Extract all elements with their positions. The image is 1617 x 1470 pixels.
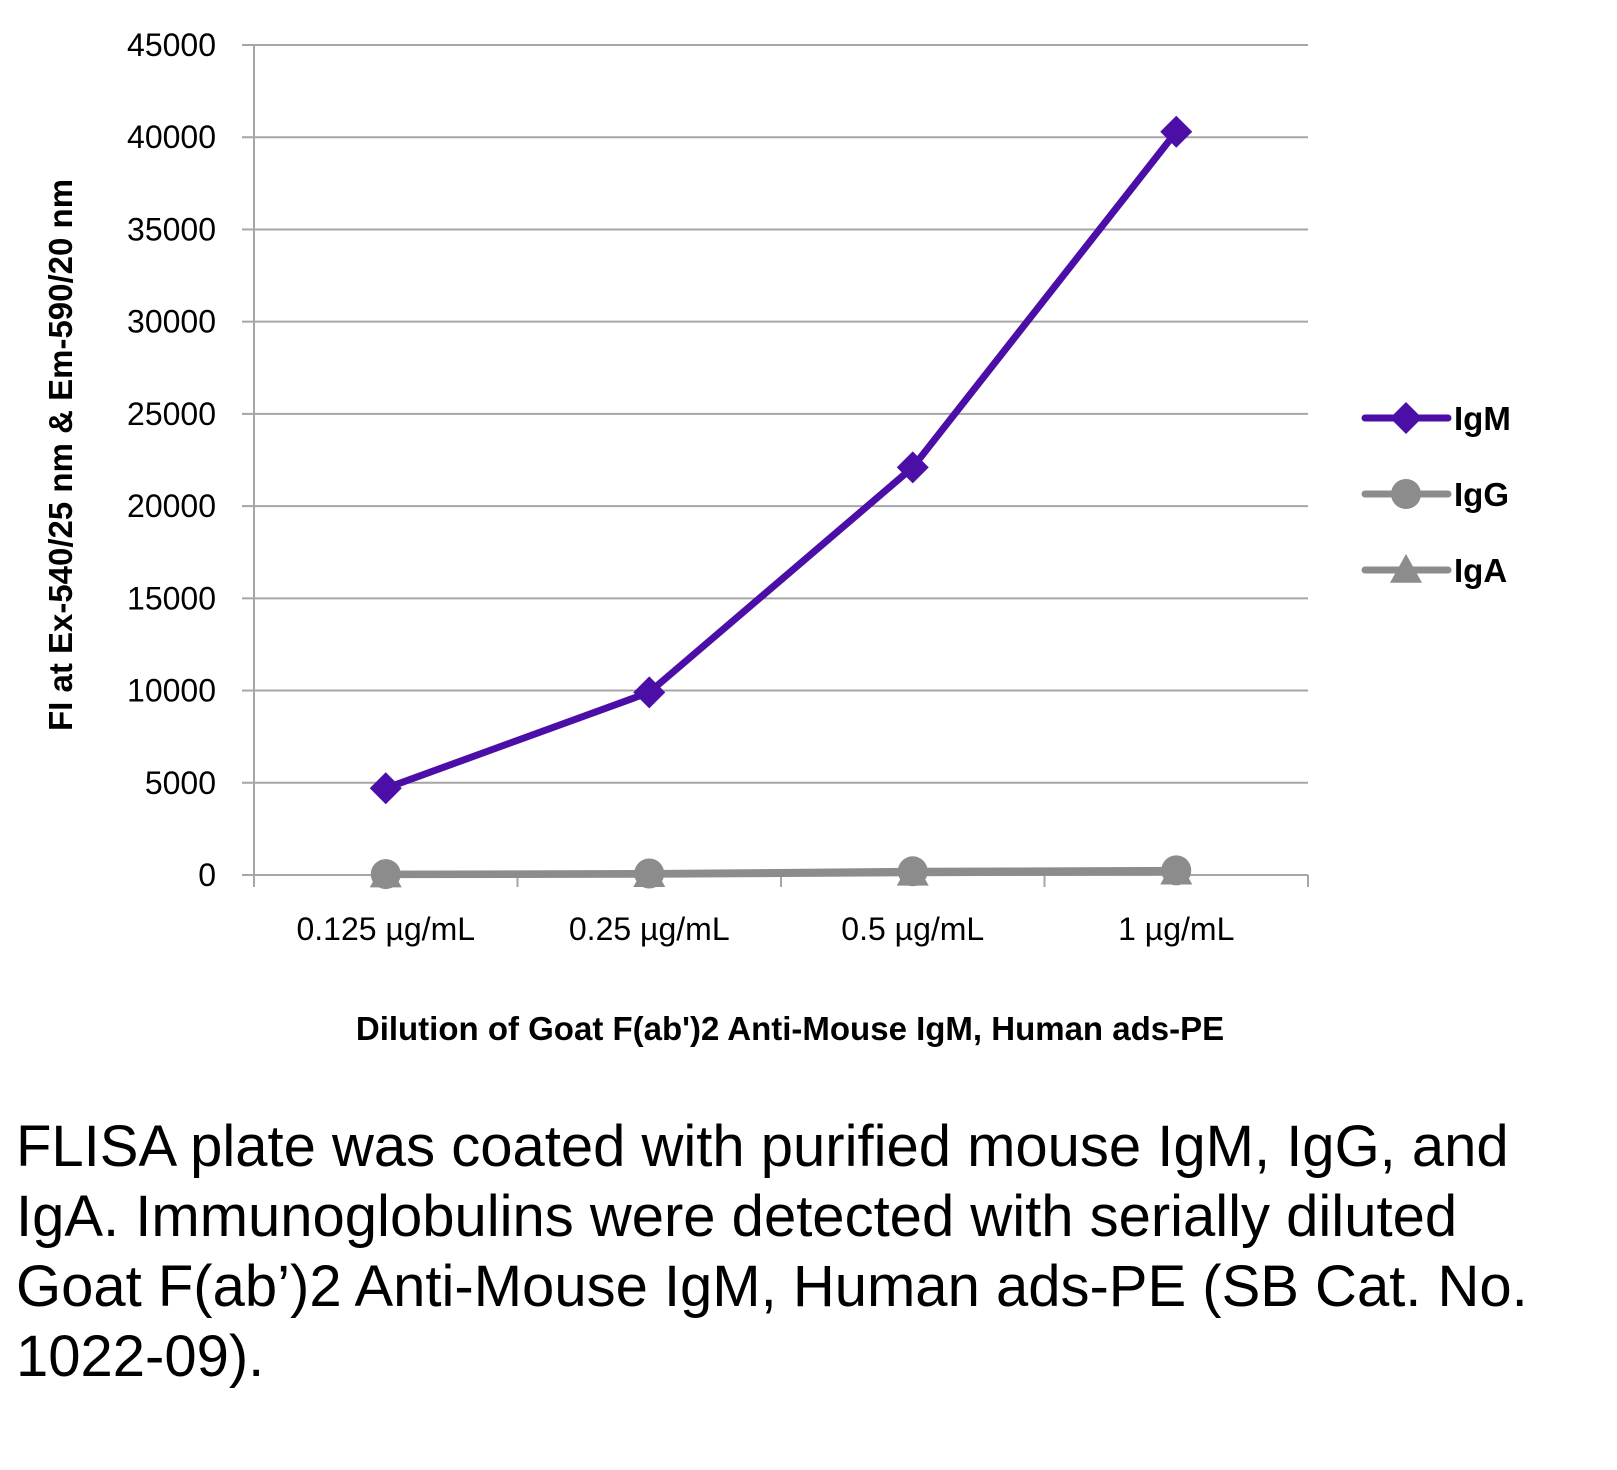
- legend-label-igg: IgG: [1454, 476, 1509, 513]
- y-axis-title: FI at Ex-540/25 nm & Em-590/20 nm: [42, 179, 79, 731]
- legend-marker-iga: [1390, 554, 1422, 583]
- x-tick-labels: 0.125 µg/mL 0.25 µg/mL 0.5 µg/mL 1 µg/mL: [296, 911, 1234, 947]
- data-point-igg: [1161, 855, 1192, 886]
- series-igg: [370, 855, 1192, 890]
- y-tick-label: 45000: [127, 27, 216, 63]
- legend-marker-igg: [1391, 479, 1421, 509]
- y-tick-label: 25000: [127, 396, 216, 432]
- y-tick-label: 5000: [145, 765, 216, 801]
- y-tick-label: 0: [198, 857, 216, 893]
- legend-item-igg: IgG: [1361, 476, 1509, 513]
- y-tick-label: 30000: [127, 304, 216, 340]
- chart: 0 5000 10000 15000 20000 25000 30000 35000 40000…: [42, 27, 1511, 1047]
- series-line-igg: [382, 866, 1180, 878]
- y-tick-label: 15000: [127, 580, 216, 616]
- x-tick-label: 0.125 µg/mL: [296, 911, 475, 947]
- y-tick-label: 10000: [127, 673, 216, 709]
- series-igm: [369, 115, 1193, 805]
- y-tick-label: 20000: [127, 488, 216, 524]
- x-tick-label: 0.25 µg/mL: [569, 911, 730, 947]
- legend-label-igm: IgM: [1454, 400, 1511, 437]
- y-tick-labels: 0 5000 10000 15000 20000 25000 30000 35000 40000…: [127, 27, 216, 893]
- series-line-igm: [382, 128, 1180, 792]
- data-point-igm: [369, 772, 402, 805]
- legend-label-iga: IgA: [1454, 552, 1507, 589]
- y-tick-label: 40000: [127, 119, 216, 155]
- series-lines: [369, 115, 1193, 890]
- legend-marker-igm: [1390, 402, 1422, 434]
- data-point-igm: [633, 676, 666, 709]
- data-point-igg: [897, 856, 928, 887]
- x-tick-label: 1 µg/mL: [1118, 911, 1234, 947]
- x-tick-label: 0.5 µg/mL: [841, 911, 984, 947]
- data-point-igm: [1160, 115, 1193, 148]
- x-axis-title: Dilution of Goat F(ab')2 Anti-Mouse IgM,…: [356, 1010, 1224, 1047]
- y-tick-label: 35000: [127, 211, 216, 247]
- legend-item-igm: IgM: [1361, 400, 1511, 437]
- figure-caption: FLISA plate was coated with purified mou…: [16, 1114, 1528, 1389]
- legend-item-iga: IgA: [1361, 552, 1507, 589]
- data-point-igg: [634, 858, 665, 889]
- data-point-igg: [370, 859, 401, 890]
- data-point-igm: [896, 451, 929, 484]
- gridlines: [254, 44, 1308, 784]
- legend: IgM IgG IgA: [1361, 400, 1511, 589]
